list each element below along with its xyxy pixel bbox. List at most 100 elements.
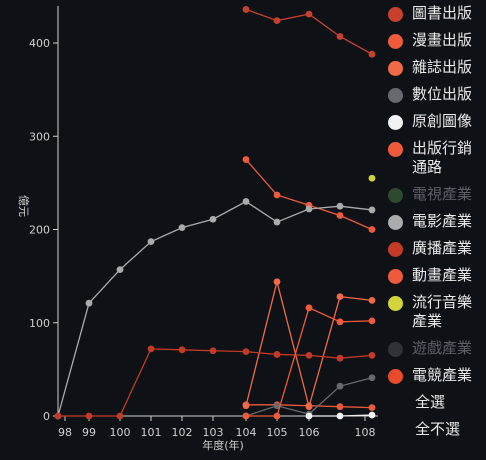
legend-marker-icon [388,342,403,357]
data-point[interactable] [305,412,313,420]
data-point[interactable] [305,205,313,213]
series-line-9 [246,306,373,417]
data-point[interactable] [273,191,281,199]
data-point[interactable] [178,224,186,232]
data-point[interactable] [147,238,155,246]
legend-label: 電競產業 [412,366,473,384]
data-point[interactable] [336,293,344,301]
data-point[interactable] [85,299,93,307]
legend-item[interactable]: 電影產業 [388,212,484,231]
legend-marker-icon [388,369,403,384]
x-tick-label: 106 [299,426,320,439]
data-point[interactable] [368,317,376,325]
data-point[interactable] [368,174,376,182]
data-point[interactable] [116,412,124,420]
data-point[interactable] [273,278,281,286]
data-point[interactable] [368,226,376,233]
data-point[interactable] [242,198,250,205]
legend-item[interactable]: 流行音樂產業 [388,293,484,331]
data-point[interactable] [242,402,250,410]
legend-item[interactable]: 原創圖像 [388,112,484,131]
data-point[interactable] [336,403,344,411]
data-point[interactable] [336,412,344,420]
data-point[interactable] [273,402,281,410]
legend-label: 流行音樂產業 [412,293,473,330]
data-point[interactable] [305,403,313,411]
series-line-5 [245,159,373,231]
legend-item[interactable]: 雜誌出版 [388,58,484,77]
series-line-3 [245,377,373,417]
data-point[interactable] [209,215,217,223]
data-point[interactable] [273,17,281,25]
legend-item[interactable]: 遊戲產業 [388,339,484,358]
data-point[interactable] [116,266,124,273]
data-point[interactable] [242,6,250,13]
y-tick-label: 0 [43,410,50,423]
legend-item[interactable]: 漫畫出版 [388,31,484,50]
y-tick-label: 100 [29,317,50,330]
legend-label: 電視產業 [412,185,473,203]
legend-label: 數位出版 [412,85,473,103]
data-point[interactable] [305,10,313,18]
legend-label: 原創圖像 [412,112,473,130]
x-tick-label: 108 [355,426,376,439]
data-point[interactable] [273,412,281,420]
data-point[interactable] [368,411,376,419]
legend-item[interactable]: 出版行銷通路 [388,139,484,177]
legend-label: 圖書出版 [412,4,473,22]
legend-item[interactable]: 電視產業 [388,185,484,204]
legend-marker-icon [388,188,403,203]
select-all-button[interactable]: 全選 [415,393,446,411]
x-tick-label: 100 [110,426,131,439]
data-point[interactable] [368,50,376,58]
data-point[interactable] [273,351,281,358]
legend-marker-icon [388,296,403,311]
x-tick-label: 105 [267,426,288,439]
x-tick-label: 101 [141,426,162,439]
x-tick-label: 102 [172,426,193,439]
data-point[interactable] [242,348,250,356]
data-point[interactable] [147,345,155,353]
data-point[interactable] [336,202,344,210]
data-point[interactable] [336,354,344,362]
data-point[interactable] [336,33,344,40]
legend-item[interactable]: 圖書出版 [388,4,484,23]
legend-marker-icon [388,34,403,49]
legend-item[interactable]: 動畫產業 [388,266,484,285]
data-point[interactable] [368,206,376,214]
legend: 圖書出版漫畫出版雜誌出版數位出版原創圖像出版行銷通路電視產業電影產業廣播產業動畫… [388,4,484,447]
data-point[interactable] [85,412,93,420]
data-point[interactable] [242,412,250,420]
series-line-2 [245,281,373,410]
data-point[interactable] [209,347,217,355]
data-point[interactable] [305,351,313,359]
data-point[interactable] [368,351,376,359]
data-point[interactable] [336,212,344,219]
series-line-7 [57,200,373,417]
select-none-button[interactable]: 全不選 [415,420,461,438]
data-point[interactable] [368,404,376,412]
legend-marker-icon [388,61,403,76]
legend-label: 廣播產業 [412,239,473,257]
legend-marker-icon [388,7,403,22]
legend-label: 遊戲產業 [412,339,473,357]
legend-marker-icon [388,115,403,130]
data-point[interactable] [54,412,62,420]
data-point[interactable] [368,374,376,382]
y-tick-label: 300 [29,130,50,143]
legend-marker-icon [388,215,403,230]
data-point[interactable] [273,218,281,226]
data-point[interactable] [336,318,344,326]
legend-item[interactable]: 電競產業 [388,366,484,385]
legend-label: 電影產業 [412,212,473,230]
data-point[interactable] [305,304,313,312]
legend-marker-icon [388,242,403,257]
data-point[interactable] [368,296,376,304]
legend-item[interactable]: 數位出版 [388,85,484,104]
data-point[interactable] [242,156,250,163]
data-point[interactable] [336,382,344,390]
legend-item[interactable]: 廣播產業 [388,239,484,258]
data-point[interactable] [178,346,186,354]
x-tick-label: 99 [82,426,96,439]
